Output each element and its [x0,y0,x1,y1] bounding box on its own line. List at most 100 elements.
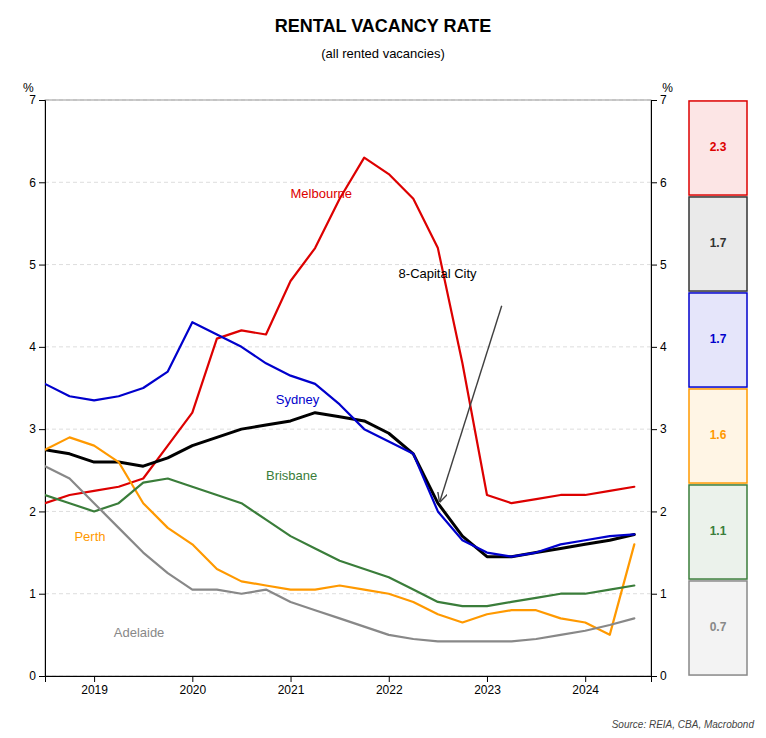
y-axis-tick: 4 [29,340,45,354]
x-axis-tick: 2022 [376,676,403,697]
y-axis-tick-mark [39,429,45,430]
series-line [45,437,634,634]
y2-axis-tick: 7 [651,93,667,107]
y2-axis-tick-mark [651,676,657,677]
x-axis-tick-mark [291,676,292,682]
value-box [689,389,747,483]
series-label: 8-Capital City [399,266,478,281]
series-line [45,158,634,504]
series-line [45,466,634,641]
y2-axis-tick-label: 1 [660,587,667,601]
y2-axis-tick-mark [651,511,657,512]
y-axis-tick-mark [39,347,45,348]
y2-axis-tick: 3 [651,422,667,436]
x-axis-tick-label: 2020 [179,683,206,697]
y-axis-tick: 0 [29,669,45,683]
series-label: Adelaide [114,625,165,640]
y2-axis-tick-mark [651,429,657,430]
y2-axis-tick-mark [651,182,657,183]
value-box-label: 1.7 [710,236,727,250]
grid-line [45,264,651,265]
y-axis-tick-label: 6 [29,176,36,190]
y2-axis-tick: 5 [651,258,667,272]
y2-axis-line [652,101,658,677]
y2-axis-tick: 2 [651,505,667,519]
y2-axis-title: % [662,81,673,95]
y2-axis-tick: 4 [651,340,667,354]
y-axis-tick-mark [39,265,45,266]
x-axis-tick: 2024 [572,676,599,697]
value-box [689,485,747,579]
y-axis-tick-mark [39,511,45,512]
grid-line [45,511,651,512]
value-box-label: 1.7 [710,332,727,346]
value-box [689,293,747,387]
y-axis-tick-label: 7 [29,93,36,107]
y2-axis-tick-mark [651,265,657,266]
x-axis-tick-mark [389,676,390,682]
series-label: Brisbane [266,468,317,483]
grid-line [45,429,651,430]
y2-axis: 0 1 2 3 4 5 6 7 [651,93,667,683]
y-axis-title: % [23,81,34,95]
lines [45,158,634,642]
value-box [689,197,747,291]
y-axis-tick-label: 0 [29,669,36,683]
y-axis-tick: 5 [29,258,45,272]
subtitle: (all rented vacancies) [321,46,445,61]
value-box-label: 1.6 [710,428,727,442]
value-box-label: 1.1 [710,524,727,538]
y-axis-tick-label: 4 [29,340,36,354]
y2-axis-tick-label: 7 [660,93,667,107]
x-axis-line [46,677,652,683]
y-axis-tick: 2 [29,505,45,519]
x-axis-tick-label: 2019 [81,683,108,697]
series-label: Sydney [276,392,320,407]
y2-axis-tick-label: 4 [660,340,667,354]
series-label: Perth [74,529,105,544]
y-axis-tick: 3 [29,422,45,436]
x-axis-tick-mark [94,676,95,682]
y2-axis-tick-mark [651,347,657,348]
x-axis-tick: 2021 [278,676,305,697]
x-axis-tick-mark [585,676,586,682]
source: Source: REIA, CBA, Macrobond [612,719,755,730]
chart-svg: RENTAL VACANCY RATE (all rented vacancies… [0,0,766,738]
y2-axis-tick-mark [651,594,657,595]
grid [45,100,651,676]
y2-axis-tick: 1 [651,587,667,601]
annotation-arrow [440,306,502,502]
value-box [689,101,747,195]
x-axis-tick-mark [192,676,193,682]
title: RENTAL VACANCY RATE [275,16,491,36]
x-axis: 2019 2020 2021 2022 2023 2024 [46,676,652,697]
y-axis-line [39,101,46,677]
y-axis-tick-label: 3 [29,422,36,436]
y-axis-tick-mark [39,182,45,183]
value-box-label: 2.3 [710,140,727,154]
y-axis-tick-mark [39,594,45,595]
y-axis-tick-label: 5 [29,258,36,272]
x-axis-tick: 2020 [179,676,206,697]
series-line [45,322,634,557]
grid-line [45,346,651,347]
y2-axis-tick-mark [651,100,657,101]
value-boxes: 2.3 1.7 1.7 1.6 1.1 0.7 [689,101,747,675]
series-labels: Melbourne 8-Capital City Sydney Perth Brisba… [74,186,477,640]
y-axis: 01234567 [29,93,45,683]
x-axis-tick-mark [487,676,488,682]
x-axis-tick: 2019 [81,676,108,697]
y2-axis-tick-label: 6 [660,176,667,190]
series-label: Melbourne [291,186,352,201]
y2-axis-tick: 0 [651,669,667,683]
x-axis-tick: 2023 [474,676,501,697]
y-axis-tick: 7 [29,93,45,107]
value-box-label: 0.7 [710,620,727,634]
chart-container: RENTAL VACANCY RATE (all rented vacancies… [0,0,766,738]
y2-axis-tick: 6 [651,176,667,190]
x-axis-tick-label: 2024 [572,683,599,697]
y-axis-tick-mark [39,676,45,677]
y2-axis-tick-label: 0 [660,669,667,683]
x-axis-tick-label: 2021 [278,683,305,697]
y2-axis-tick-label: 3 [660,422,667,436]
